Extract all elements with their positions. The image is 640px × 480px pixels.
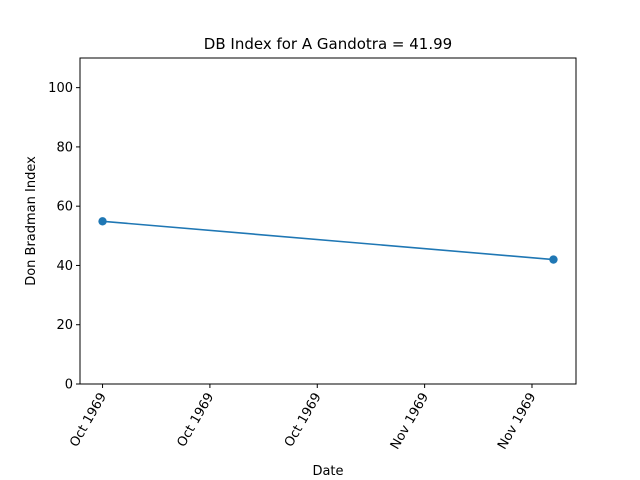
series-line — [102, 220, 554, 261]
data-point — [549, 255, 558, 264]
chart-title: DB Index for A Gandotra = 41.99 — [204, 35, 452, 53]
y-tick-label: 60 — [56, 200, 73, 215]
y-tick-label: 20 — [56, 318, 73, 333]
y-axis-label: Don Bradman Index — [24, 156, 39, 286]
x-axis-label: Date — [312, 464, 343, 479]
y-tick-label: 0 — [65, 378, 73, 393]
y-tick-label: 40 — [56, 259, 73, 274]
y-tick-label: 80 — [56, 140, 73, 155]
axes-frame — [79, 57, 577, 385]
y-tick-label: 100 — [48, 81, 73, 96]
data-point — [98, 217, 107, 226]
